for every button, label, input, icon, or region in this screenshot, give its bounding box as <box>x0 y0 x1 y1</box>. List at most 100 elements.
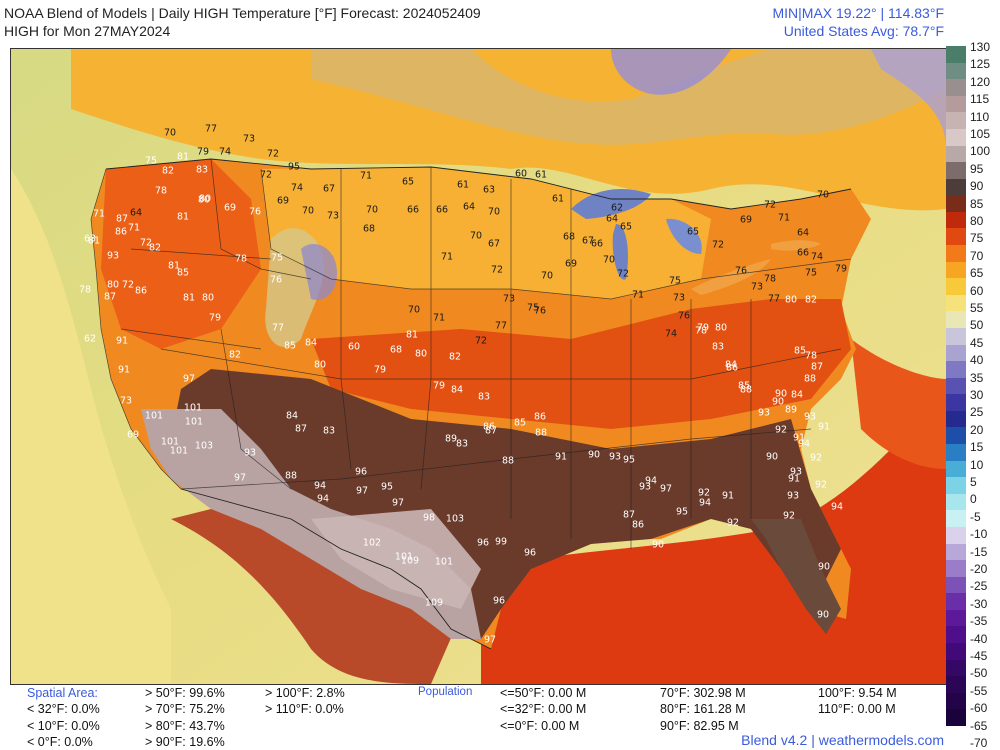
city-temperature-label: 70 <box>366 205 378 216</box>
city-temperature-label: 79 <box>835 264 847 275</box>
city-temperature-label: 87 <box>116 214 128 225</box>
city-temperature-label: 76 <box>678 311 690 322</box>
min-max-readout: MIN|MAX 19.22° | 114.83°F <box>772 5 944 21</box>
scale-swatch <box>946 593 966 611</box>
city-temperature-label: 84 <box>791 390 803 401</box>
city-temperature-label: 94 <box>645 476 657 487</box>
city-temperature-label: 91 <box>818 422 830 433</box>
city-temperature-label: 92 <box>810 453 822 464</box>
city-temperature-label: 90 <box>817 610 829 621</box>
scale-swatch <box>946 394 966 412</box>
scale-tick-label: -5 <box>970 509 981 524</box>
city-temperature-label: 73 <box>503 294 515 305</box>
city-temperature-label: 74 <box>811 252 823 263</box>
scale-swatch <box>946 410 966 428</box>
city-temperature-label: 90 <box>588 450 600 461</box>
city-temperature-label: 70 <box>164 128 176 139</box>
city-temperature-label: 95 <box>381 482 393 493</box>
scale-swatch <box>946 361 966 379</box>
city-temperature-label: 72 <box>617 269 629 280</box>
city-temperature-label: 69 <box>127 430 139 441</box>
city-temperature-label: 84 <box>286 411 298 422</box>
city-temperature-label: 79 <box>374 365 386 376</box>
city-temperature-label: 61 <box>457 180 469 191</box>
scale-swatch <box>946 460 966 478</box>
scale-tick-label: 75 <box>970 231 984 246</box>
city-temperature-label: 95 <box>623 455 635 466</box>
scale-tick-label: 115 <box>970 92 990 107</box>
city-temperature-label: 78 <box>695 326 707 337</box>
city-temperature-label: 83 <box>196 165 208 176</box>
city-temperature-label: 79 <box>197 147 209 158</box>
city-temperature-label: 101 <box>185 417 203 428</box>
city-temperature-label: 94 <box>314 481 326 492</box>
city-temperature-label: 77 <box>205 124 217 135</box>
scale-swatch <box>946 477 966 495</box>
city-temperature-label: 69 <box>224 203 236 214</box>
city-temperature-label: 91 <box>788 474 800 485</box>
scale-swatch <box>946 344 966 362</box>
scale-tick-label: 70 <box>970 248 984 263</box>
city-temperature-label: 76 <box>534 306 546 317</box>
city-temperature-label: 81 <box>406 330 418 341</box>
city-temperature-label: 94 <box>699 498 711 509</box>
city-temperature-label: 92 <box>815 480 827 491</box>
stat-item: < 10°F: 0.0% <box>27 719 100 733</box>
city-temperature-label: 62 <box>84 334 96 345</box>
city-temperature-label: 91 <box>793 433 805 444</box>
city-temperature-label: 68 <box>563 232 575 243</box>
city-temperature-label: 85 <box>794 346 806 357</box>
scale-tick-label: -20 <box>970 562 988 576</box>
city-temperature-label: 73 <box>327 211 339 222</box>
city-temperature-label: 65 <box>402 177 414 188</box>
city-temperature-label: 79 <box>697 323 709 334</box>
stat-item: > 110°F: 0.0% <box>265 702 344 716</box>
city-temperature-label: 82 <box>449 352 461 363</box>
city-temperature-label: 80 <box>715 323 727 334</box>
scale-swatch <box>946 211 966 229</box>
city-temperature-label: 72 <box>491 265 503 276</box>
city-temperature-label: 64 <box>606 214 618 225</box>
city-temperature-label: 87 <box>295 424 307 435</box>
city-temperature-label: 85 <box>177 268 189 279</box>
city-temperature-label: 96 <box>524 548 536 559</box>
city-temperature-label: 71 <box>632 290 644 301</box>
city-temperature-label: 80 <box>314 360 326 371</box>
city-temperature-label: 71 <box>360 171 372 182</box>
scale-swatch <box>946 294 966 312</box>
city-temperature-label: 64 <box>463 202 475 213</box>
stat-item: > 70°F: 75.2% <box>145 702 225 716</box>
city-temperature-label: 69 <box>565 259 577 270</box>
city-temperature-label: 86 <box>135 286 147 297</box>
city-temperature-label: 84 <box>725 360 737 371</box>
scale-tick-label: 30 <box>970 388 984 402</box>
hudson-cool-area <box>611 49 731 95</box>
city-temperature-label: 83 <box>478 392 490 403</box>
city-temperature-label: 67 <box>323 184 335 195</box>
city-temperature-label: 81 <box>177 152 189 163</box>
scale-tick-label: 5 <box>970 475 977 489</box>
city-temperature-label: 97 <box>234 473 246 484</box>
city-temperature-label: 79 <box>209 313 221 324</box>
city-temperature-label: 72 <box>260 170 272 181</box>
stat-item: < 0°F: 0.0% <box>27 735 93 749</box>
city-temperature-label: 78 <box>805 351 817 362</box>
city-temperature-label: 72 <box>140 238 152 249</box>
scale-swatch <box>946 377 966 395</box>
city-temperature-label: 87 <box>485 426 497 437</box>
city-temperature-label: 77 <box>495 321 507 332</box>
scale-tick-label: 95 <box>970 161 984 176</box>
city-temperature-label: 97 <box>660 484 672 495</box>
city-temperature-label: 80 <box>199 194 211 205</box>
scale-swatch <box>946 543 966 561</box>
city-temperature-label: 97 <box>356 486 368 497</box>
city-temperature-label: 86 <box>483 422 495 433</box>
city-temperature-label: 109 <box>401 556 419 567</box>
city-temperature-label: 83 <box>712 342 724 353</box>
city-temperature-label: 71 <box>128 223 140 234</box>
city-temperature-label: 85 <box>284 341 296 352</box>
city-temperature-label: 74 <box>219 147 231 158</box>
spatial-area-label: Spatial Area: <box>27 686 98 700</box>
us-average-readout: United States Avg: 78.7°F <box>783 23 944 39</box>
